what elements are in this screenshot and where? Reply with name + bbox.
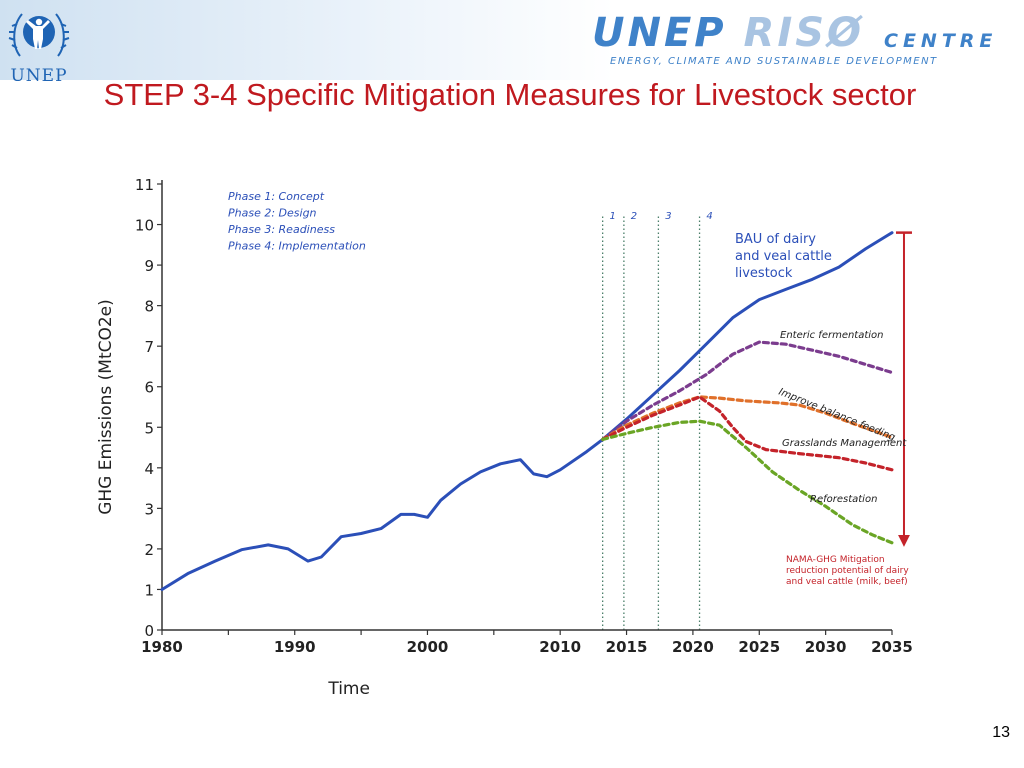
un-emblem-icon bbox=[8, 13, 70, 57]
y-tick-label: 1 bbox=[144, 581, 154, 599]
x-tick-label: 2010 bbox=[539, 638, 581, 656]
y-tick-label: 9 bbox=[144, 257, 154, 275]
y-tick-label: 0 bbox=[144, 622, 154, 640]
x-tick-label: 2025 bbox=[738, 638, 780, 656]
phase-legend-item: Phase 3: Readiness bbox=[228, 223, 335, 236]
series-label-line: Enteric fermentation bbox=[780, 330, 884, 341]
phase-line-label: 4 bbox=[706, 211, 712, 222]
riso-logo-unep: UNEP bbox=[592, 10, 727, 56]
reduction-label-line: and veal cattle (milk, beef) bbox=[786, 577, 908, 587]
phase-line-label: 3 bbox=[665, 211, 671, 222]
page-number: 13 bbox=[992, 724, 1010, 741]
unep-logo: UNEP bbox=[6, 4, 72, 96]
riso-logo-riso: RISØ bbox=[743, 10, 865, 56]
series-line-improve-balance-feeding bbox=[601, 395, 894, 441]
unep-riso-centre-logo: UNEP RISØ CENTRE ENERGY, CLIMATE AND SUS… bbox=[592, 10, 1012, 72]
series-label: BAU of dairy and veal cattle livestock bbox=[735, 232, 832, 281]
series-label-line: livestock bbox=[735, 266, 793, 281]
x-tick-label: 2000 bbox=[407, 638, 449, 656]
x-tick-label: 2030 bbox=[805, 638, 847, 656]
x-tick-label: 2035 bbox=[871, 638, 913, 656]
y-tick-label: 6 bbox=[144, 379, 154, 397]
series-label-line: and veal cattle bbox=[735, 249, 832, 264]
series-line-enteric-fermentation bbox=[601, 340, 894, 441]
phase-legend-item: Phase 4: Implementation bbox=[228, 240, 366, 253]
y-tick-label: 10 bbox=[135, 217, 154, 235]
y-tick-label: 4 bbox=[144, 460, 154, 478]
x-tick-label: 2015 bbox=[606, 638, 648, 656]
y-axis-title: GHG Emissions (MtCO2e) bbox=[96, 299, 116, 515]
series-line-bau-of-dairy-and-veal-cattle-livestock bbox=[160, 231, 894, 591]
x-tick-label: 1990 bbox=[274, 638, 316, 656]
y-tick-label: 5 bbox=[144, 419, 154, 437]
series-label-line: Improve balance feeding bbox=[777, 387, 897, 444]
slide-title: STEP 3-4 Specific Mitigation Measures fo… bbox=[103, 77, 917, 112]
series-label: Reforestation bbox=[810, 494, 877, 505]
reduction-label-line: reduction potential of dairy bbox=[786, 566, 909, 576]
phase-line-label: 1 bbox=[609, 211, 615, 222]
y-tick-label: 8 bbox=[144, 298, 154, 316]
series-label-line: BAU of dairy bbox=[735, 232, 816, 247]
riso-logo-subtitle: ENERGY, CLIMATE AND SUSTAINABLE DEVELOPM… bbox=[610, 56, 938, 67]
series-line-grasslands-management bbox=[601, 395, 894, 472]
phase-legend-item: Phase 2: Design bbox=[228, 207, 317, 220]
series-label: Grasslands Management bbox=[782, 438, 907, 449]
reduction-label-line: NAMA-GHG Mitigation bbox=[786, 555, 885, 565]
riso-logo-centre: CENTRE bbox=[884, 30, 998, 52]
unep-logo-text: UNEP bbox=[10, 66, 68, 86]
series-label-line: Grasslands Management bbox=[782, 438, 907, 449]
y-tick-label: 3 bbox=[144, 500, 154, 518]
reduction-label: NAMA-GHG Mitigation reduction potential o… bbox=[786, 555, 909, 587]
phase-legend-item: Phase 1: Concept bbox=[228, 190, 325, 203]
x-axis-title: Time bbox=[327, 679, 370, 699]
series-label-line: Reforestation bbox=[810, 494, 877, 505]
series-label: Enteric fermentation bbox=[780, 330, 884, 341]
phase-line-label: 2 bbox=[631, 211, 637, 222]
series-label: Improve balance feeding bbox=[777, 387, 897, 444]
y-tick-label: 7 bbox=[144, 338, 154, 356]
series-line-reforestation bbox=[601, 419, 894, 545]
y-tick-label: 2 bbox=[144, 541, 154, 559]
y-tick-label: 11 bbox=[135, 176, 154, 194]
x-tick-label: 1980 bbox=[141, 638, 183, 656]
x-tick-label: 2020 bbox=[672, 638, 714, 656]
header-band bbox=[0, 0, 1024, 80]
riso-logo-main: UNEP RISØ bbox=[592, 10, 864, 56]
